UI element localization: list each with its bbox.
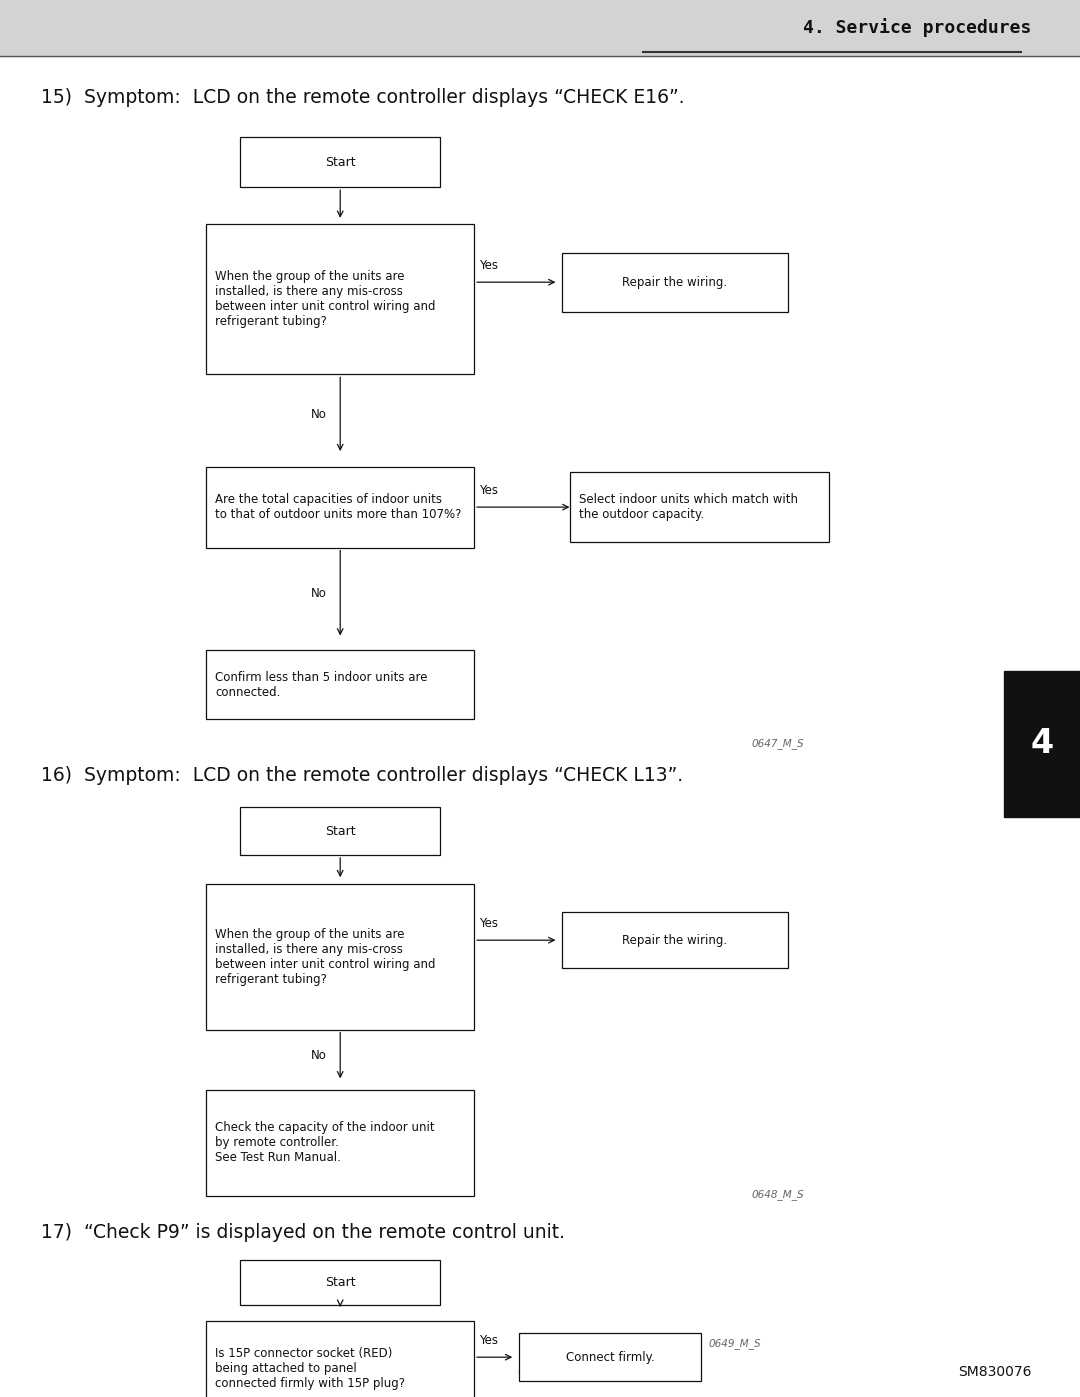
Text: Yes: Yes (480, 918, 499, 930)
Bar (519, 1333, 701, 1380)
Text: 0647_M_S: 0647_M_S (752, 738, 804, 749)
Bar (1004, 671, 1080, 817)
Text: Is 15P connector socket (RED)
being attached to panel
connected firmly with 15P : Is 15P connector socket (RED) being atta… (215, 1347, 405, 1390)
Text: SM830076: SM830076 (958, 1365, 1031, 1379)
Bar (241, 807, 441, 855)
Text: Start: Start (325, 824, 355, 838)
Bar (0, 0, 1080, 56)
Text: Yes: Yes (480, 1334, 499, 1347)
Text: Select indoor units which match with
the outdoor capacity.: Select indoor units which match with the… (579, 493, 798, 521)
Text: Are the total capacities of indoor units
to that of outdoor units more than 107%: Are the total capacities of indoor units… (215, 493, 461, 521)
Text: 0649_M_S: 0649_M_S (708, 1338, 760, 1350)
Bar (241, 137, 441, 187)
Text: No: No (311, 1049, 327, 1062)
Text: No: No (311, 408, 327, 420)
Bar (241, 1260, 441, 1305)
Bar (206, 884, 474, 1030)
Text: 4. Service procedures: 4. Service procedures (804, 18, 1031, 38)
Text: Check the capacity of the indoor unit
by remote controller.
See Test Run Manual.: Check the capacity of the indoor unit by… (215, 1122, 434, 1164)
Text: 0648_M_S: 0648_M_S (752, 1189, 804, 1200)
Text: When the group of the units are
installed, is there any mis-cross
between inter : When the group of the units are installe… (215, 928, 435, 986)
Text: 16)  Symptom:  LCD on the remote controller displays “CHECK L13”.: 16) Symptom: LCD on the remote controlle… (41, 766, 684, 785)
Text: Repair the wiring.: Repair the wiring. (622, 275, 728, 289)
Text: 4: 4 (1030, 728, 1054, 760)
Text: When the group of the units are
installed, is there any mis-cross
between inter : When the group of the units are installe… (215, 270, 435, 328)
Text: Yes: Yes (480, 260, 499, 272)
Text: Confirm less than 5 indoor units are
connected.: Confirm less than 5 indoor units are con… (215, 671, 428, 698)
Text: 17)  “Check P9” is displayed on the remote control unit.: 17) “Check P9” is displayed on the remot… (41, 1222, 565, 1242)
Text: No: No (311, 587, 327, 599)
Text: Repair the wiring.: Repair the wiring. (622, 933, 728, 947)
Text: 15)  Symptom:  LCD on the remote controller displays “CHECK E16”.: 15) Symptom: LCD on the remote controlle… (41, 88, 685, 108)
Text: Start: Start (325, 155, 355, 169)
Text: Connect firmly.: Connect firmly. (566, 1351, 654, 1363)
Text: Yes: Yes (480, 485, 499, 497)
Bar (206, 1322, 474, 1397)
Text: – 69 –: – 69 – (517, 1365, 563, 1379)
Bar (570, 472, 829, 542)
Bar (206, 1090, 474, 1196)
Bar (206, 467, 474, 548)
Bar (562, 912, 788, 968)
Bar (206, 650, 474, 719)
Bar (562, 253, 788, 312)
Text: Start: Start (325, 1275, 355, 1289)
Bar (206, 224, 474, 374)
